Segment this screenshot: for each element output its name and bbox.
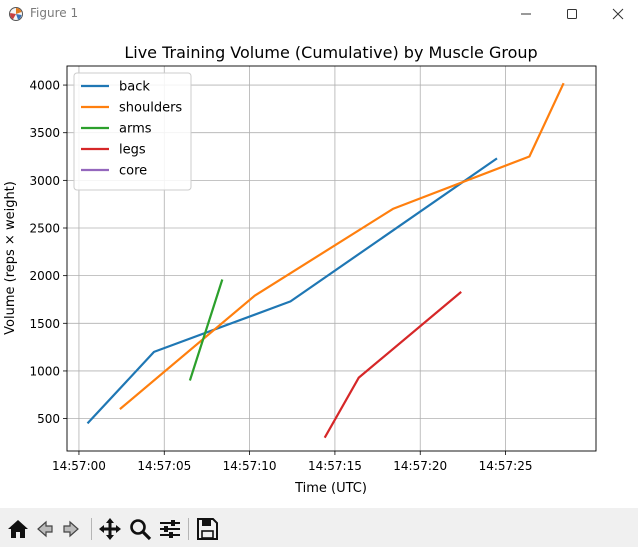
chart-title: Live Training Volume (Cumulative) by Mus… (124, 43, 537, 62)
x-tick-label: 14:57:05 (137, 459, 191, 473)
legend-label-legs: legs (119, 143, 146, 158)
window-titlebar: Figure 1 (0, 0, 638, 29)
x-axis-ticks: 14:57:00 14:57:05 14:57:10 14:57:15 14:57:20… (52, 451, 533, 473)
close-icon (612, 8, 624, 20)
series-line-legs (323, 291, 462, 439)
x-tick-label: 14:57:15 (308, 459, 362, 473)
legend-box (73, 72, 192, 191)
x-tick-label: 14:57:25 (479, 459, 533, 473)
y-tick-label: 1500 (29, 317, 60, 331)
series-line-arms (188, 279, 224, 381)
configure-subplots-icon (160, 520, 180, 538)
home-icon (8, 520, 28, 538)
legend-label-arms: arms (119, 122, 152, 137)
y-tick-label: 2500 (29, 222, 60, 236)
minimize-button[interactable] (503, 0, 549, 28)
forward-button[interactable] (59, 516, 85, 542)
y-tick-label: 1000 (29, 364, 60, 378)
back-button[interactable] (31, 516, 57, 542)
series-line-shoulders (119, 82, 565, 410)
x-tick-label: 14:57:00 (52, 459, 106, 473)
configure-subplots-button[interactable] (157, 516, 183, 542)
y-tick-label: 3000 (29, 174, 60, 188)
series-line-back (86, 157, 498, 425)
zoom-icon (130, 519, 152, 541)
navigation-toolbar (0, 508, 638, 547)
series-lines (86, 82, 565, 439)
y-tick-label: 4000 (29, 79, 60, 93)
pan-icon (99, 518, 121, 540)
legend-label-core: core (119, 164, 147, 179)
x-axis-label: Time (UTC) (294, 481, 367, 496)
line-chart: Live Training Volume (Cumulative) by Mus… (3, 43, 597, 496)
minimize-icon (521, 13, 531, 15)
home-button[interactable] (5, 516, 31, 542)
legend-label-back: back (119, 80, 150, 95)
y-tick-label: 2000 (29, 269, 60, 283)
figure-canvas: Live Training Volume (Cumulative) by Mus… (0, 28, 638, 508)
legend-label-shoulders: shoulders (119, 101, 182, 116)
maximize-icon (567, 9, 577, 19)
x-tick-label: 14:57:20 (393, 459, 447, 473)
plot-frame (66, 65, 597, 452)
zoom-button[interactable] (127, 516, 153, 542)
toolbar-separator (91, 518, 92, 540)
y-tick-label: 500 (37, 412, 60, 426)
maximize-button[interactable] (549, 0, 595, 28)
toolbar-separator (188, 518, 189, 540)
matplotlib-figure-icon (9, 7, 23, 21)
close-button[interactable] (595, 0, 638, 28)
back-arrow-icon (37, 520, 53, 538)
forward-arrow-icon (63, 520, 79, 538)
x-tick-label: 14:57:10 (223, 459, 277, 473)
pan-button[interactable] (97, 516, 123, 542)
save-icon (197, 518, 218, 540)
y-tick-label: 3500 (29, 126, 60, 140)
legend: back shoulders arms legs core (73, 72, 192, 191)
window-title: Figure 1 (30, 6, 79, 20)
y-axis-label: Volume (reps × weight) (3, 181, 18, 335)
y-axis-ticks: 500 1000 1500 2000 2500 3000 3500 4000 (29, 79, 67, 426)
save-button[interactable] (194, 516, 220, 542)
